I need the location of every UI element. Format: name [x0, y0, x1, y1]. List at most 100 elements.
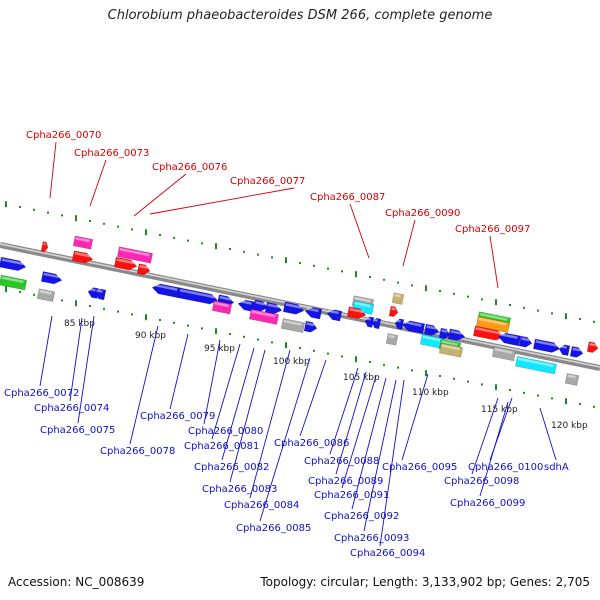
- gene-feature-arrow: [151, 283, 182, 299]
- gene-feature-arrow: [364, 316, 375, 328]
- gene-feature-box: [211, 300, 233, 315]
- gene-feature-box: [391, 292, 405, 305]
- gene-feature-arrow: [40, 271, 63, 285]
- gene-label-bottom[interactable]: Cpha266_0072: [4, 388, 79, 399]
- gene-feature-arrow: [282, 301, 305, 315]
- gene-feature-box: [491, 346, 517, 362]
- gene-label-top[interactable]: Cpha266_0073: [74, 148, 149, 159]
- bottom-label-leader: [39, 315, 53, 387]
- gene-label-bottom[interactable]: Cpha266_0083: [202, 484, 277, 495]
- top-label-leader: [402, 219, 416, 267]
- gene-feature-arrow: [388, 305, 399, 318]
- bottom-label-leader: [249, 349, 291, 499]
- bottom-label-leader: [329, 367, 359, 455]
- gene-feature-arrow: [87, 287, 100, 299]
- gene-label-bottom[interactable]: Cpha266_0099: [450, 498, 525, 509]
- gene-label-top[interactable]: Cpha266_0077: [230, 176, 305, 187]
- kbp-label: 120 kbp: [551, 421, 588, 431]
- gene-feature-arrow: [586, 341, 599, 353]
- gene-label-bottom[interactable]: Cpha266_0092: [324, 511, 399, 522]
- gene-feature-arrow: [472, 325, 505, 341]
- gene-label-bottom[interactable]: Cpha266_0086: [274, 438, 349, 449]
- kbp-label: 85 kbp: [64, 319, 95, 329]
- gene-feature-arrow: [304, 307, 323, 320]
- bottom-label-leader: [211, 343, 241, 440]
- top-label-leader: [133, 173, 187, 217]
- bottom-label-leader: [341, 375, 377, 489]
- bottom-label-leader: [221, 347, 255, 461]
- gene-feature-box: [515, 356, 557, 375]
- gene-feature-arrow: [0, 256, 27, 271]
- gene-feature-arrow: [252, 299, 269, 312]
- gene-feature-arrow: [71, 250, 94, 264]
- accession-text: Accession: NC_008639: [8, 575, 145, 589]
- top-label-leader: [349, 203, 370, 259]
- bottom-label-leader: [471, 397, 499, 475]
- bottom-label-leader: [299, 359, 327, 437]
- gene-feature-arrow: [532, 338, 561, 353]
- gene-label-bottom[interactable]: Cpha266_0075: [40, 425, 115, 436]
- gene-feature-arrow: [401, 320, 426, 335]
- gene-label-bottom[interactable]: Cpha266_0089: [308, 476, 383, 487]
- gene-feature-arrow: [558, 344, 571, 357]
- gene-feature-box: [564, 372, 580, 386]
- gene-label-top[interactable]: Cpha266_0087: [310, 192, 385, 203]
- gene-label-top[interactable]: Cpha266_0090: [385, 208, 460, 219]
- gene-feature-arrow: [264, 301, 283, 315]
- gene-feature-arrow: [447, 328, 466, 341]
- top-label-leader: [149, 187, 295, 215]
- gene-feature-box: [248, 308, 280, 325]
- gene-feature-arrow: [40, 241, 49, 253]
- gene-feature-arrow: [303, 320, 318, 333]
- gene-label-bottom[interactable]: Cpha266_0093: [334, 533, 409, 544]
- gene-label-bottom[interactable]: Cpha266_0095: [382, 462, 457, 473]
- gene-feature-arrow: [394, 318, 405, 330]
- bottom-label-leader: [69, 317, 83, 402]
- kbp-label: 115 kbp: [481, 405, 518, 415]
- gene-feature-box: [385, 333, 399, 346]
- top-label-leader: [89, 159, 107, 207]
- bottom-label-leader: [203, 339, 221, 425]
- kbp-label: 100 kbp: [273, 357, 310, 367]
- genome-backbone-highlight: [0, 243, 600, 368]
- gene-label-top[interactable]: Cpha266_0076: [152, 162, 227, 173]
- gene-label-top[interactable]: Cpha266_0097: [455, 224, 530, 235]
- gene-feature-box: [72, 235, 94, 250]
- bottom-label-leader: [77, 315, 95, 424]
- gene-feature-box: [116, 246, 154, 264]
- gene-feature-arrow: [438, 327, 451, 340]
- gene-label-bottom[interactable]: Cpha266_0081: [184, 441, 259, 452]
- bottom-label-leader: [539, 407, 557, 461]
- gene-feature-arrow: [518, 335, 533, 348]
- kbp-label: 90 kbp: [135, 331, 166, 341]
- gene-feature-arrow: [113, 256, 138, 271]
- gene-label-bottom[interactable]: Cpha266_0091: [314, 490, 389, 501]
- gene-label-bottom[interactable]: sdhA: [544, 462, 569, 473]
- gene-feature-box: [475, 316, 511, 333]
- gene-feature-arrow: [94, 288, 107, 301]
- kbp-label: 95 kbp: [204, 344, 235, 354]
- gene-label-top[interactable]: Cpha266_0070: [26, 130, 101, 141]
- gene-label-bottom[interactable]: Cpha266_0080: [188, 426, 263, 437]
- genome-backbone: [0, 242, 600, 371]
- top-label-leader: [489, 235, 499, 289]
- gene-label-bottom[interactable]: Cpha266_0078: [100, 446, 175, 457]
- bottom-label-leader: [379, 379, 405, 547]
- bottom-label-leader: [129, 325, 159, 445]
- kbp-label: 105 kbp: [343, 373, 380, 383]
- kbp-label: 110 kbp: [412, 388, 449, 398]
- gene-label-bottom[interactable]: Cpha266_0082: [194, 462, 269, 473]
- gene-label-bottom[interactable]: Cpha266_0094: [350, 548, 425, 559]
- gene-feature-arrow: [177, 287, 219, 305]
- gene-label-bottom[interactable]: Cpha266_0084: [224, 500, 299, 511]
- gene-label-bottom[interactable]: Cpha266_0088: [304, 456, 379, 467]
- top-label-leader: [49, 141, 57, 199]
- gene-label-bottom[interactable]: Cpha266_0098: [444, 476, 519, 487]
- bottom-label-leader: [489, 397, 513, 461]
- gene-label-bottom[interactable]: Cpha266_0100: [468, 462, 543, 473]
- topology-text: Topology: circular; Length: 3,133,902 bp…: [260, 575, 590, 589]
- gene-label-bottom[interactable]: Cpha266_0085: [236, 523, 311, 534]
- gene-label-bottom[interactable]: Cpha266_0079: [140, 411, 215, 422]
- gene-label-bottom[interactable]: Cpha266_0074: [34, 403, 109, 414]
